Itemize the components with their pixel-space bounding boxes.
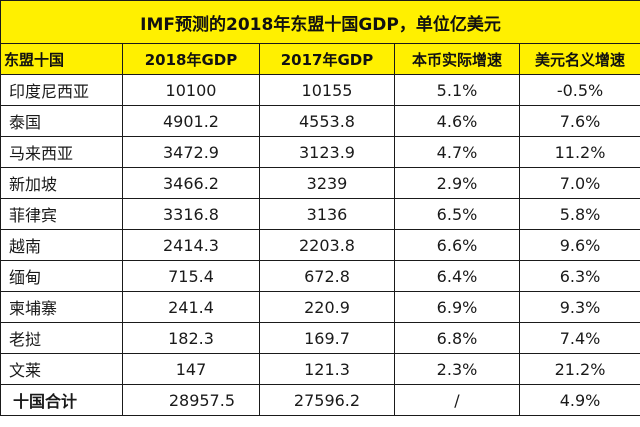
table-row: 马来西亚 3472.9 3123.9 4.7% 11.2% [0, 136, 640, 168]
table-row: 越南 2414.3 2203.8 6.6% 9.6% [0, 229, 640, 261]
usd-growth-cell[interactable]: 9.6% [518, 229, 640, 261]
usd-growth-cell[interactable]: 11.2% [518, 136, 640, 168]
gdp-2017-cell[interactable]: 169.7 [259, 322, 395, 354]
country-cell[interactable]: 新加坡 [0, 167, 123, 199]
table-row: 柬埔寨 241.4 220.9 6.9% 9.3% [0, 291, 640, 323]
country-cell[interactable]: 泰国 [0, 105, 123, 137]
gdp-2018-cell[interactable]: 182.3 [122, 322, 260, 354]
local-growth-cell[interactable]: 2.9% [394, 167, 520, 199]
country-cell[interactable]: 印度尼西亚 [0, 74, 123, 106]
table-row: 文莱 147 121.3 2.3% 21.2% [0, 353, 640, 385]
country-cell[interactable]: 越南 [0, 229, 123, 261]
gdp-2017-cell[interactable]: 4553.8 [259, 105, 395, 137]
gdp-2018-cell[interactable]: 3472.9 [122, 136, 260, 168]
gdp-2018-cell[interactable]: 715.4 [122, 260, 260, 292]
local-growth-cell[interactable]: 6.6% [394, 229, 520, 261]
table-row: 泰国 4901.2 4553.8 4.6% 7.6% [0, 105, 640, 137]
local-growth-cell[interactable]: / [394, 384, 520, 416]
total-row: 十国合计 28957.5 27596.2/4.9% [0, 384, 640, 416]
gdp-2018-cell[interactable]: 241.4 [122, 291, 260, 323]
local-growth-cell[interactable]: 6.9% [394, 291, 520, 323]
header-cell-gdp-2018[interactable]: 2018年GDP [122, 43, 260, 75]
country-cell[interactable]: 文莱 [0, 353, 123, 385]
usd-growth-cell[interactable]: 6.3% [518, 260, 640, 292]
table-title[interactable]: IMF预测的2018年东盟十国GDP，单位亿美元 [0, 0, 640, 44]
usd-growth-cell[interactable]: 9.3% [518, 291, 640, 323]
country-cell[interactable]: 柬埔寨 [0, 291, 123, 323]
gdp-2018-cell[interactable]: 2414.3 [122, 229, 260, 261]
gdp-2018-cell[interactable]: 4901.2 [122, 105, 260, 137]
table-row: 缅甸 715.4 672.8 6.4% 6.3% [0, 260, 640, 292]
usd-growth-cell[interactable]: -0.5% [518, 74, 640, 106]
table-row: 印度尼西亚 10100 10155 5.1% -0.5% [0, 74, 640, 106]
usd-growth-cell[interactable]: 7.0% [518, 167, 640, 199]
gdp-2018-cell[interactable]: 3316.8 [122, 198, 260, 230]
usd-growth-cell[interactable]: 5.8% [518, 198, 640, 230]
table-row: 菲律宾 3316.8 3136 6.5% 5.8% [0, 198, 640, 230]
local-growth-cell[interactable]: 4.7% [394, 136, 520, 168]
local-growth-cell[interactable]: 6.8% [394, 322, 520, 354]
header-cell-country[interactable]: 东盟十国 [0, 43, 123, 75]
local-growth-cell[interactable]: 6.5% [394, 198, 520, 230]
usd-growth-cell[interactable]: 7.4% [518, 322, 640, 354]
gdp-2017-cell[interactable]: 672.8 [259, 260, 395, 292]
gdp-2018-cell[interactable]: 10100 [122, 74, 260, 106]
gdp-2017-cell[interactable]: 3123.9 [259, 136, 395, 168]
local-growth-cell[interactable]: 2.3% [394, 353, 520, 385]
gdp-table: IMF预测的2018年东盟十国GDP，单位亿美元 东盟十国 2018年GDP 2… [0, 0, 640, 416]
gdp-2017-cell[interactable]: 3136 [259, 198, 395, 230]
local-growth-cell[interactable]: 5.1% [394, 74, 520, 106]
header-cell-usd-growth[interactable]: 美元名义增速 [518, 43, 640, 75]
header-cell-gdp-2017[interactable]: 2017年GDP [259, 43, 395, 75]
country-cell[interactable]: 马来西亚 [0, 136, 123, 168]
gdp-2018-cell[interactable]: 3466.2 [122, 167, 260, 199]
header-row: 东盟十国 2018年GDP 2017年GDP 本币实际增速 美元名义增速 [0, 43, 640, 75]
gdp-2017-cell[interactable]: 2203.8 [259, 229, 395, 261]
country-cell[interactable]: 缅甸 [0, 260, 123, 292]
country-cell[interactable]: 老挝 [0, 322, 123, 354]
usd-growth-cell[interactable]: 4.9% [518, 384, 640, 416]
local-growth-cell[interactable]: 4.6% [394, 105, 520, 137]
table-row: 新加坡 3466.2 3239 2.9% 7.0% [0, 167, 640, 199]
header-cell-local-growth[interactable]: 本币实际增速 [394, 43, 520, 75]
country-cell[interactable]: 十国合计 [0, 384, 123, 416]
gdp-2017-cell[interactable]: 27596.2 [259, 384, 395, 416]
country-cell[interactable]: 菲律宾 [0, 198, 123, 230]
gdp-2017-cell[interactable]: 10155 [259, 74, 395, 106]
gdp-2017-cell[interactable]: 220.9 [259, 291, 395, 323]
gdp-2017-cell[interactable]: 121.3 [259, 353, 395, 385]
local-growth-cell[interactable]: 6.4% [394, 260, 520, 292]
usd-growth-cell[interactable]: 7.6% [518, 105, 640, 137]
title-row: IMF预测的2018年东盟十国GDP，单位亿美元 [0, 0, 640, 44]
gdp-2018-cell[interactable]: 28957.5 [122, 384, 260, 416]
usd-growth-cell[interactable]: 21.2% [518, 353, 640, 385]
gdp-2017-cell[interactable]: 3239 [259, 167, 395, 199]
table-row: 老挝 182.3 169.7 6.8% 7.4% [0, 322, 640, 354]
gdp-2018-cell[interactable]: 147 [122, 353, 260, 385]
